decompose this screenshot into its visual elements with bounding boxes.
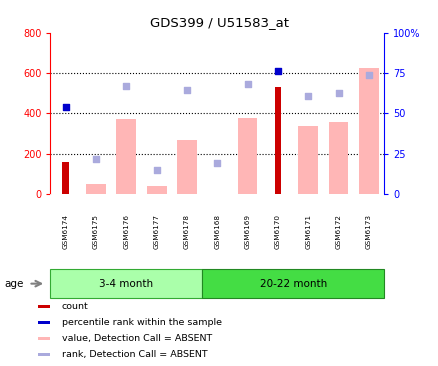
Text: GSM6174: GSM6174 (63, 214, 68, 249)
Text: GSM6168: GSM6168 (214, 214, 220, 249)
Text: GSM6169: GSM6169 (244, 214, 250, 249)
Text: GSM6178: GSM6178 (184, 214, 190, 249)
Bar (62, 162, 69, 194)
Point (364, 72, 371, 78)
Bar (358, 68, 378, 194)
Point (304, 93, 311, 99)
Point (153, 167, 160, 173)
Bar (116, 119, 136, 194)
Point (274, 68, 281, 74)
Text: 3-4 month: 3-4 month (99, 279, 153, 289)
Bar (177, 140, 196, 194)
Text: GSM6173: GSM6173 (365, 214, 371, 249)
Bar (39, 337, 50, 340)
Bar (274, 87, 281, 194)
Bar (328, 122, 348, 194)
Bar (86, 184, 106, 194)
Point (62, 105, 69, 111)
Text: value, Detection Call = ABSENT: value, Detection Call = ABSENT (62, 334, 212, 343)
Point (123, 83, 130, 89)
Bar (39, 321, 50, 324)
Text: GSM6175: GSM6175 (93, 214, 99, 249)
Text: 20-22 month: 20-22 month (259, 279, 326, 289)
Point (334, 90, 341, 96)
Bar (298, 126, 318, 194)
Text: count: count (62, 302, 88, 311)
Bar (50, 269, 201, 298)
Text: GDS399 / U51583_at: GDS399 / U51583_at (150, 16, 288, 30)
Text: GSM6172: GSM6172 (335, 214, 341, 249)
Text: age: age (4, 279, 24, 289)
Bar (201, 269, 383, 298)
Bar (146, 186, 166, 194)
Point (213, 160, 220, 166)
Text: GSM6177: GSM6177 (153, 214, 159, 249)
Bar (39, 352, 50, 356)
Text: GSM6170: GSM6170 (274, 214, 280, 249)
Bar (237, 119, 257, 194)
Text: GSM6176: GSM6176 (123, 214, 129, 249)
Point (92, 156, 99, 162)
Point (183, 87, 190, 93)
Bar (39, 305, 50, 308)
Text: percentile rank within the sample: percentile rank within the sample (62, 318, 221, 327)
Point (244, 81, 251, 87)
Text: rank, Detection Call = ABSENT: rank, Detection Call = ABSENT (62, 350, 207, 359)
Text: GSM6171: GSM6171 (304, 214, 311, 249)
